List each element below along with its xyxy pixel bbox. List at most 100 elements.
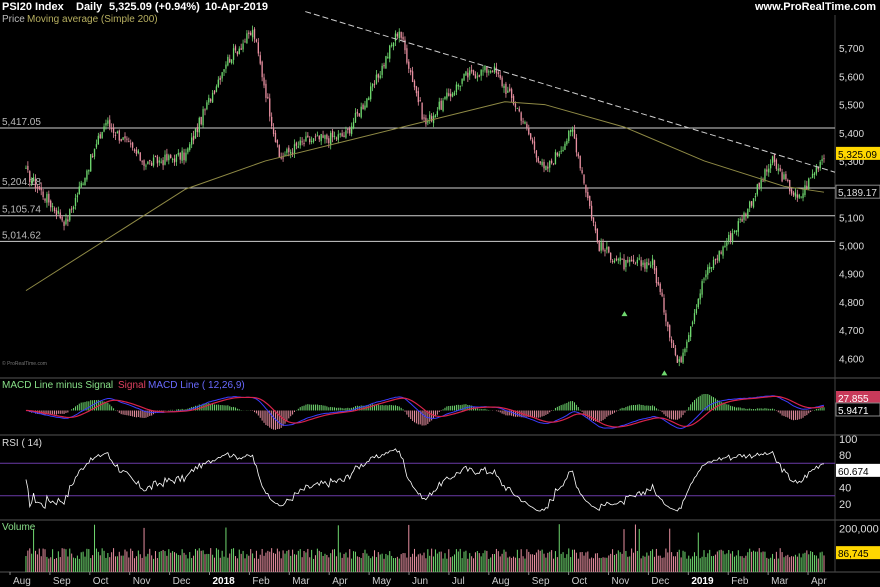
candle-body [109, 119, 111, 127]
candle-body [390, 44, 393, 46]
candle-body [480, 69, 482, 76]
candle-body [63, 221, 65, 226]
candle-body [750, 201, 753, 206]
candle-body [343, 135, 345, 137]
candle-body [310, 140, 313, 143]
candle-body [638, 258, 640, 260]
candle-body [783, 174, 785, 180]
candle-body [72, 206, 75, 210]
candle-body [585, 184, 587, 193]
candle-body [408, 61, 410, 69]
candle-body [505, 83, 507, 95]
candle-body [463, 73, 465, 81]
candle-body [185, 152, 187, 161]
candle-body [133, 149, 136, 151]
candle-body [587, 192, 589, 199]
candle-body [680, 357, 682, 363]
candle-body [394, 33, 397, 42]
price-y-tick-label: 4,700 [839, 326, 864, 337]
candle-body [347, 129, 349, 131]
candle-body [446, 92, 448, 99]
candle-body [800, 196, 802, 198]
candle-body [128, 141, 130, 143]
header-source: www.ProRealTime.com [754, 1, 876, 13]
candle-body [48, 193, 50, 203]
candle-body [699, 293, 701, 300]
candle-body [476, 76, 479, 78]
candle-body [804, 185, 806, 196]
candle-body [74, 197, 77, 207]
candle-body [514, 103, 517, 108]
candle-body [88, 169, 90, 172]
candle-body [120, 138, 122, 141]
candle-body [794, 192, 797, 197]
candle-body [583, 174, 585, 184]
candle-body [240, 48, 242, 50]
candle-body [716, 258, 718, 260]
rsi-tag-box [836, 463, 880, 477]
candle-body [444, 96, 446, 100]
price-y-tick-label: 4,900 [839, 270, 864, 281]
candle-body [34, 179, 37, 189]
candle-body [71, 208, 73, 210]
candle-body [655, 268, 658, 283]
candle-body [651, 258, 654, 265]
candle-body [194, 129, 197, 139]
candle-body [280, 157, 282, 159]
candle-body [709, 266, 711, 270]
candle-body [307, 135, 309, 138]
rsi-y-tick-label: 20 [839, 499, 851, 511]
candle-body [259, 55, 261, 64]
candle-body [192, 135, 195, 141]
candle-body [366, 98, 368, 108]
candle-body [427, 120, 429, 123]
candle-body [158, 160, 160, 163]
x-tick-label: Oct [93, 576, 109, 587]
candle-body [474, 74, 477, 79]
candle-body [190, 137, 193, 145]
candle-body [139, 152, 141, 161]
rsi-y-tick-label: 100 [839, 434, 857, 446]
candle-body [550, 160, 553, 163]
candle-body [653, 260, 656, 271]
candle-body [621, 258, 623, 260]
watermark: © ProRealTime.com [2, 361, 47, 367]
candle-body [107, 120, 109, 124]
header-quote: 5,325.09 (+0.94%) [109, 1, 200, 13]
candle-body [549, 161, 551, 168]
candle-body [531, 139, 534, 143]
candle-body [686, 341, 688, 349]
candle-body [198, 117, 200, 133]
macd-diff-label: MACD Line minus Signal [2, 380, 114, 391]
candle-body [156, 156, 159, 164]
current-price-tag: 5,325.09 [838, 150, 877, 161]
candle-body [806, 185, 808, 189]
candle-body [59, 212, 61, 219]
candle-body [170, 155, 172, 159]
price-y-tick-label: 5,000 [839, 242, 864, 253]
candle-body [760, 180, 762, 188]
candle-body [768, 168, 770, 173]
candle-body [821, 159, 823, 161]
candle-body [646, 262, 648, 269]
candle-body [530, 133, 532, 140]
candle-body [149, 159, 151, 161]
x-tick-label: Jul [452, 576, 465, 587]
candle-body [817, 166, 819, 170]
candle-body [349, 128, 351, 134]
candle-body [484, 65, 486, 71]
candle-body [602, 242, 604, 250]
candle-body [111, 127, 113, 129]
candle-body [495, 67, 498, 73]
candle-body [448, 93, 450, 96]
candle-body [345, 130, 347, 138]
candle-body [291, 152, 294, 155]
candle-body [558, 153, 560, 157]
candle-body [314, 136, 317, 138]
candle-body [93, 148, 96, 157]
candle-body [356, 111, 359, 114]
candle-body [358, 113, 360, 116]
candle-body [27, 165, 29, 170]
rsi-value-tag: 60.674 [838, 467, 869, 478]
